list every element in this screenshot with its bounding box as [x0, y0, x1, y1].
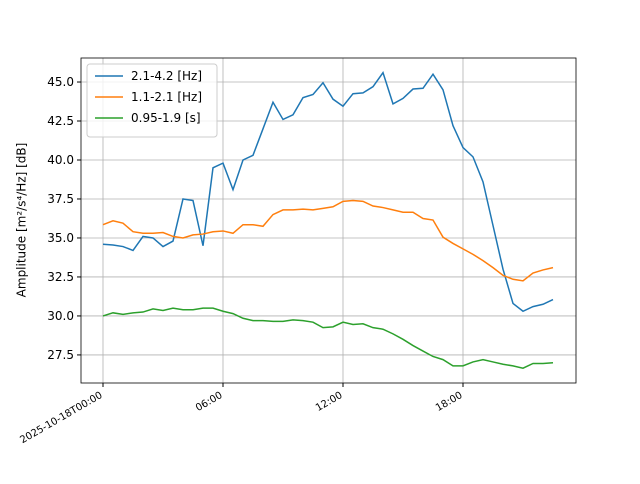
plot-frame — [80, 57, 577, 384]
y-tick-label: 45.0 — [47, 75, 74, 89]
series-line — [102, 307, 554, 369]
y-axis-label: Amplitude [m²/s⁴/Hz] [dB] — [15, 143, 29, 298]
y-tick-label: 40.0 — [47, 153, 74, 167]
y-tick-label: 32.5 — [47, 270, 74, 284]
y-tick-label: 27.5 — [47, 348, 74, 362]
legend-label: 1.1-2.1 [Hz] — [131, 90, 202, 104]
legend-label: 2.1-4.2 [Hz] — [131, 69, 202, 83]
y-tick-label: 30.0 — [47, 309, 74, 323]
y-tick-label: 37.5 — [47, 192, 74, 206]
series-line — [102, 199, 554, 282]
series-line — [102, 71, 554, 313]
legend-label: 0.95-1.9 [s] — [131, 111, 201, 125]
y-tick-label: 35.0 — [47, 231, 74, 245]
y-tick-label: 42.5 — [47, 114, 74, 128]
